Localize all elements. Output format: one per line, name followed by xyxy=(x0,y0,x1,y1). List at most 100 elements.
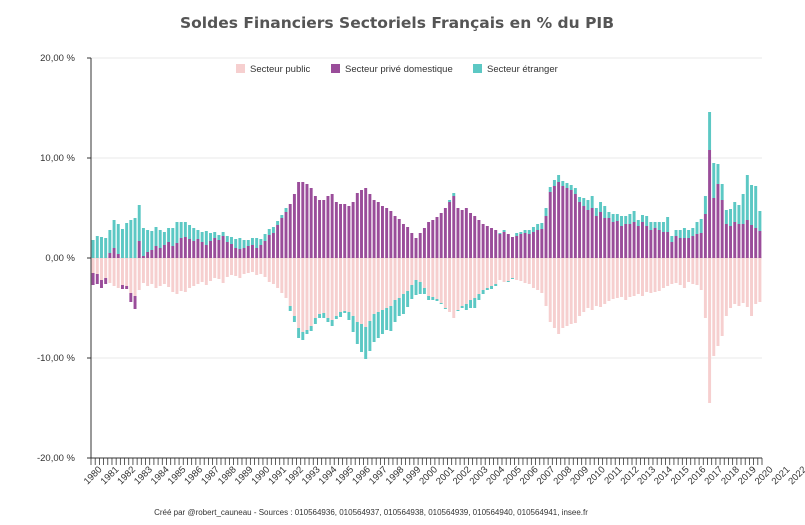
bar-foreign xyxy=(129,220,133,258)
bar-public xyxy=(376,258,380,312)
bar-foreign xyxy=(582,198,586,206)
bar-private xyxy=(200,242,204,258)
bar-public xyxy=(485,258,489,288)
bar-foreign xyxy=(695,222,699,234)
bar-foreign xyxy=(410,285,414,299)
bar-public xyxy=(322,258,326,313)
bar-public xyxy=(355,258,359,322)
bar-private xyxy=(280,218,284,258)
bar-public xyxy=(578,258,582,316)
bar-private xyxy=(561,186,565,258)
bar-public xyxy=(351,258,355,316)
bar-public xyxy=(209,258,212,281)
bar-foreign xyxy=(389,306,393,331)
bar-private xyxy=(506,234,510,258)
bar-public xyxy=(171,258,175,292)
chart-title: Soldes Financiers Sectoriels Français en… xyxy=(180,14,614,32)
bar-public xyxy=(498,258,502,280)
bar-public xyxy=(481,258,485,290)
bar-foreign xyxy=(456,310,460,311)
bar-foreign xyxy=(351,316,355,332)
bar-private xyxy=(636,226,640,258)
bar-public xyxy=(276,258,280,288)
bar-public xyxy=(469,258,473,300)
bar-foreign xyxy=(737,205,741,224)
bars xyxy=(91,112,762,403)
bar-foreign xyxy=(716,164,720,184)
bar-foreign xyxy=(632,211,636,222)
bar-public xyxy=(452,258,456,318)
bar-public xyxy=(632,258,636,296)
bar-public xyxy=(158,258,162,286)
bar-private xyxy=(297,182,301,258)
bar-public xyxy=(624,258,628,300)
bar-foreign xyxy=(246,240,250,246)
bar-foreign xyxy=(230,237,233,244)
bar-private xyxy=(301,182,305,258)
bar-private xyxy=(339,204,342,258)
bar-private xyxy=(678,238,682,258)
bar-private xyxy=(691,236,695,258)
bar-foreign xyxy=(586,200,590,210)
bar-private xyxy=(162,245,166,258)
bar-foreign xyxy=(167,228,171,242)
bar-public xyxy=(309,258,313,326)
bar-foreign xyxy=(95,236,99,258)
bar-private xyxy=(687,238,691,258)
bar-foreign xyxy=(540,223,544,229)
bar-foreign xyxy=(259,239,263,245)
bar-foreign xyxy=(536,224,540,230)
bar-foreign xyxy=(624,216,628,224)
bar-foreign xyxy=(653,222,657,228)
bar-public xyxy=(150,258,154,284)
bar-foreign xyxy=(724,210,728,224)
bar-public xyxy=(645,258,649,292)
bar-foreign xyxy=(494,284,498,286)
bar-public xyxy=(217,258,221,279)
bar-private xyxy=(133,296,137,309)
bar-foreign xyxy=(490,286,493,289)
bar-private xyxy=(372,200,376,258)
bar-foreign xyxy=(561,181,565,186)
bar-foreign xyxy=(754,186,758,228)
gridlines xyxy=(91,57,762,459)
bar-public xyxy=(443,258,447,308)
bar-private xyxy=(410,233,414,258)
bar-private xyxy=(267,235,271,258)
y-tick-label: -10,00 % xyxy=(37,353,76,364)
bar-private xyxy=(527,234,531,258)
bar-private xyxy=(401,224,405,258)
legend-swatch-foreign xyxy=(473,64,482,73)
bar-public xyxy=(360,258,363,324)
bar-public xyxy=(502,258,506,282)
bar-foreign xyxy=(573,188,577,194)
bar-foreign xyxy=(91,240,95,258)
bar-foreign xyxy=(649,222,653,230)
bar-foreign xyxy=(397,298,401,316)
bar-public xyxy=(687,258,691,282)
bar-foreign xyxy=(758,211,762,231)
bar-public xyxy=(183,258,187,292)
bar-public xyxy=(108,258,112,283)
bar-public xyxy=(641,258,644,296)
y-tick-label: -20,00 % xyxy=(37,453,76,464)
bar-private xyxy=(536,230,540,258)
bar-foreign xyxy=(179,222,183,238)
bar-private xyxy=(544,216,548,258)
bar-foreign xyxy=(406,291,410,307)
bar-foreign xyxy=(703,196,707,214)
bar-private xyxy=(460,210,464,258)
bar-private xyxy=(569,190,573,258)
bar-public xyxy=(745,258,749,307)
legend-swatch-public xyxy=(236,64,245,73)
bar-public xyxy=(552,258,556,328)
bar-private xyxy=(120,285,124,289)
bar-private xyxy=(649,230,653,258)
bar-public xyxy=(133,258,137,296)
bar-public xyxy=(297,258,301,328)
bar-foreign xyxy=(347,312,351,320)
bar-private xyxy=(313,196,317,258)
bar-public xyxy=(284,258,288,298)
bar-foreign xyxy=(699,219,703,233)
